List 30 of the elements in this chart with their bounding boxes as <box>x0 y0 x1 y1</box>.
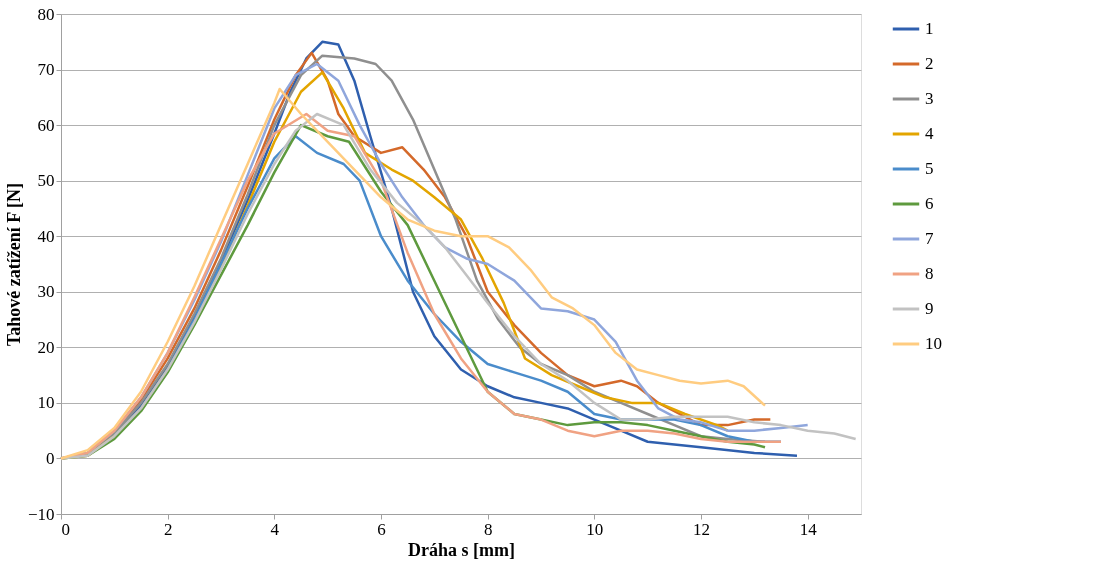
legend-label: 7 <box>925 229 934 248</box>
x-axis-title: Dráha s [mm] <box>408 539 515 560</box>
y-tick-label: −10 <box>27 504 55 524</box>
legend-label: 5 <box>925 159 934 178</box>
y-tick-label: 20 <box>37 337 55 357</box>
legend-label: 9 <box>925 299 934 318</box>
x-tick-label: 12 <box>693 519 710 539</box>
y-tick-label: 60 <box>37 115 55 135</box>
legend-label: 4 <box>925 124 934 143</box>
legend-label: 10 <box>925 334 942 353</box>
y-tick-label: 70 <box>37 60 55 80</box>
x-tick-label: 14 <box>799 519 818 539</box>
x-tick-label: 10 <box>586 519 604 539</box>
legend-label: 2 <box>925 54 934 73</box>
x-tick-label: 4 <box>270 519 280 539</box>
legend-label: 6 <box>925 194 934 213</box>
legend-label: 3 <box>925 89 934 108</box>
y-tick-label: 80 <box>37 4 55 24</box>
x-tick-label: 0 <box>61 519 70 539</box>
y-axis-title: Tahové zatížení F [N] <box>3 182 24 347</box>
x-tick-label: 8 <box>483 519 493 539</box>
y-tick-label: 10 <box>37 393 55 413</box>
y-tick-label: 0 <box>46 448 55 468</box>
y-tick-label: 50 <box>37 171 55 191</box>
legend-label: 1 <box>925 19 934 38</box>
x-tick-label: 6 <box>377 519 386 539</box>
y-tick-label: 40 <box>37 226 55 246</box>
x-tick-label: 2 <box>163 519 173 539</box>
y-tick-label: 30 <box>37 282 55 302</box>
legend-label: 8 <box>925 264 934 283</box>
